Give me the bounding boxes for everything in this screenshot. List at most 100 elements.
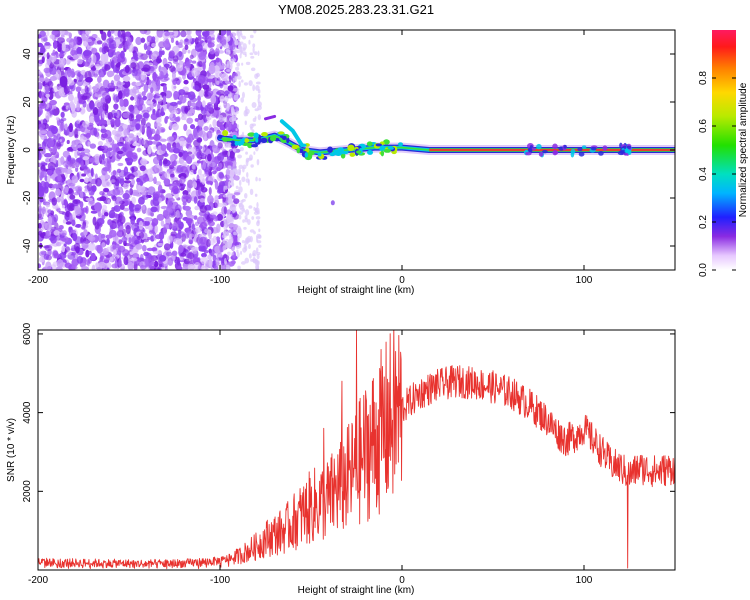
ridge-blob (387, 146, 394, 150)
noise-blob (217, 152, 225, 162)
noise-blob (140, 195, 149, 200)
noise-blob-faint (227, 150, 231, 157)
colorbar-tick-label: 0.2 (698, 215, 709, 229)
noise-blob (193, 215, 198, 220)
noise-blob-faint (232, 147, 237, 153)
noise-blob (172, 123, 179, 131)
noise-blob (168, 50, 175, 58)
noise-blob (151, 36, 156, 42)
noise-blob (94, 221, 100, 230)
noise-blob-faint (236, 124, 240, 129)
noise-blob (172, 147, 180, 154)
noise-blob (207, 230, 211, 237)
noise-blob-faint (228, 198, 234, 206)
noise-blob (156, 30, 164, 38)
noise-blob (113, 181, 120, 191)
noise-blob (45, 89, 50, 95)
noise-blob-faint (257, 97, 260, 104)
noise-blob (39, 85, 43, 90)
noise-blob (115, 110, 120, 119)
noise-blob (142, 176, 150, 182)
noise-blob (111, 56, 119, 64)
noise-blob (99, 154, 103, 165)
ridge-blob (217, 134, 223, 139)
noise-blob-faint (227, 181, 231, 187)
noise-blob-faint (221, 234, 227, 239)
noise-blob (39, 102, 47, 109)
noise-blob (119, 215, 126, 224)
colorbar-gradient (712, 30, 736, 270)
noise-blob (147, 145, 152, 155)
noise-blob (97, 76, 102, 84)
noise-blob (73, 78, 77, 83)
ridge-blob (253, 132, 259, 139)
noise-blob (196, 151, 201, 159)
noise-blob (163, 243, 171, 251)
ridge-blob (244, 138, 250, 143)
noise-blob (45, 93, 51, 98)
noise-blob-faint (252, 43, 256, 48)
noise-blob (197, 95, 201, 103)
noise-blob (153, 176, 157, 185)
noise-blob (197, 118, 204, 127)
noise-blob (201, 41, 208, 51)
noise-blob (137, 61, 144, 70)
noise-blob-faint (246, 172, 249, 178)
noise-blob (138, 232, 145, 239)
noise-blob (103, 45, 109, 54)
noise-blob (62, 105, 66, 110)
noise-blob (41, 56, 45, 64)
noise-blob-faint (233, 231, 238, 236)
noise-blob (187, 147, 195, 156)
noise-blob (159, 70, 164, 80)
noise-blob (38, 71, 43, 76)
noise-blob (91, 34, 98, 39)
noise-blob (47, 209, 52, 214)
y-tick-label: 0 (22, 147, 33, 153)
noise-blob (182, 196, 191, 200)
noise-blob-faint (236, 90, 240, 96)
noise-blob-faint (250, 258, 254, 262)
noise-blob (128, 113, 135, 122)
noise-blob-faint (244, 245, 248, 251)
noise-blob (196, 257, 201, 262)
noise-blob (214, 245, 222, 254)
noise-blob (225, 168, 231, 176)
noise-blob (83, 229, 88, 236)
noise-blob (129, 244, 134, 250)
noise-blob (63, 102, 70, 106)
noise-blob (94, 100, 102, 108)
noise-blob (101, 31, 107, 41)
noise-blob (197, 187, 202, 196)
spectrogram-y-label: Frequency (Hz) (6, 116, 17, 185)
noise-blob (207, 153, 212, 162)
noise-blob (44, 152, 52, 158)
noise-blob (81, 266, 89, 270)
noise-blob (133, 52, 138, 61)
noise-blob (145, 127, 154, 136)
noise-blob (49, 62, 55, 69)
noise-blob-faint (233, 94, 239, 101)
noise-blob (131, 178, 135, 186)
noise-blob (82, 50, 91, 57)
noise-blob (93, 115, 101, 123)
noise-blob (139, 265, 147, 270)
noise-blob (184, 44, 189, 51)
band-blob (538, 151, 544, 157)
noise-blob (64, 186, 69, 193)
noise-blob (155, 181, 162, 186)
noise-blob (89, 116, 95, 124)
noise-blob (59, 237, 67, 241)
noise-blob (68, 38, 76, 49)
noise-blob (154, 122, 162, 128)
noise-blob (93, 127, 98, 137)
noise-blob (131, 196, 136, 205)
noise-blob (163, 158, 168, 165)
noise-blob (193, 106, 200, 110)
noise-blob (47, 138, 55, 148)
noise-blob (200, 183, 205, 191)
noise-blob (50, 235, 57, 244)
noise-blob-faint (257, 114, 261, 121)
noise-blob-faint (243, 226, 247, 230)
